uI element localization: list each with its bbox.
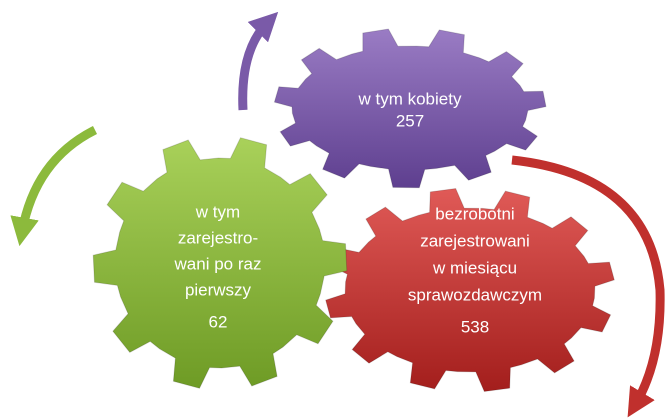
gear-green: [92, 137, 348, 389]
node-label: zarejestro-: [178, 228, 258, 247]
node-value: 538: [461, 317, 489, 336]
gear-red: [325, 187, 615, 393]
node-label: w tym kobiety: [358, 89, 462, 108]
arrow-red: [511, 155, 665, 418]
node-value: 257: [396, 111, 424, 130]
node-label: wani po raz: [174, 254, 262, 273]
node-label: w tym: [195, 202, 240, 221]
node-label: bezrobotni: [435, 204, 514, 223]
arrow-green: [10, 125, 98, 247]
node-label: w miesiącu: [432, 258, 517, 277]
node-value: 62: [209, 312, 228, 331]
node-label: sprawozdawczym: [408, 285, 542, 304]
gear-purple: [273, 28, 547, 189]
node-label: zarejestrowani: [420, 231, 530, 250]
node-label: pierwszy: [185, 280, 252, 299]
arrow-purple: [238, 11, 279, 111]
